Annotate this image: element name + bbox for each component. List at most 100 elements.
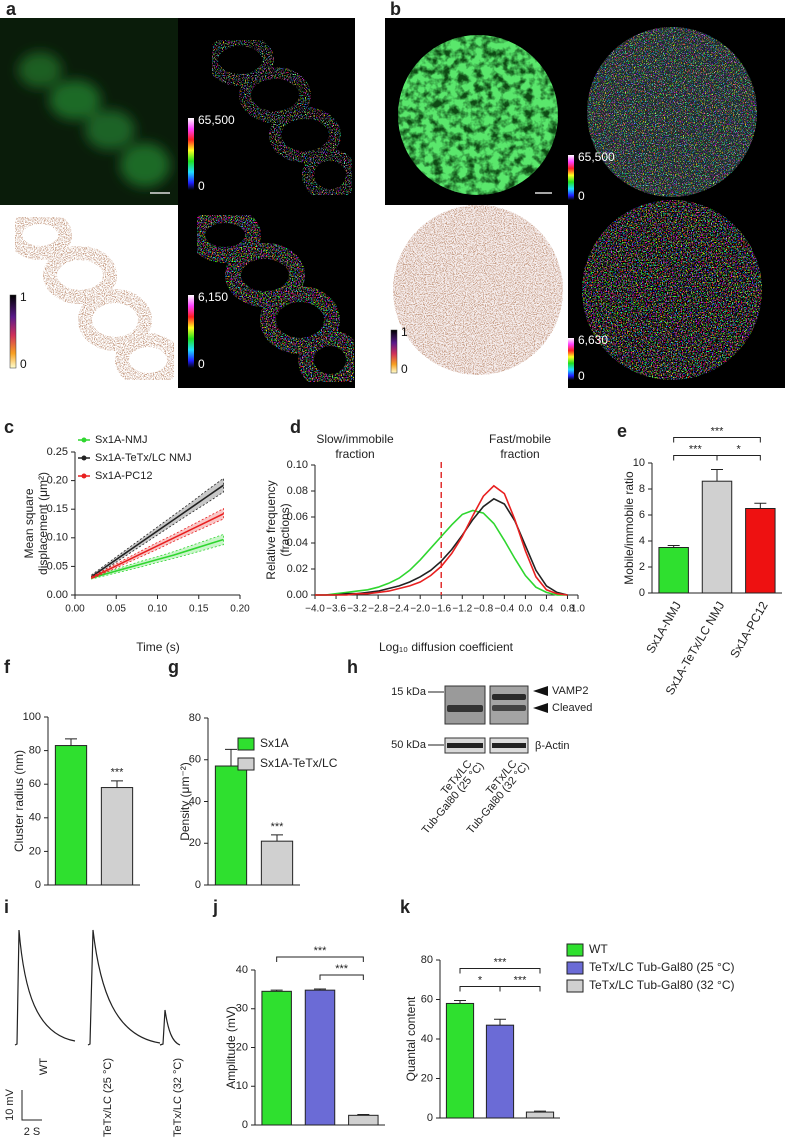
y-tick-label: 40 — [236, 964, 248, 976]
x-tick-label: −4.0 — [305, 604, 325, 615]
y-axis-label: Relative frequency — [264, 480, 278, 579]
y-tick-label: 0 — [242, 1119, 248, 1131]
x-tick-label: −0.8 — [473, 604, 493, 615]
x-tick-label: 0.20 — [230, 604, 250, 615]
significance-bracket — [459, 967, 541, 974]
x-tick-label: −3.6 — [326, 604, 346, 615]
y-tick-label: 0.10 — [287, 459, 308, 471]
significance: *** — [711, 425, 725, 437]
bar — [525, 1111, 555, 1119]
bar — [658, 547, 689, 594]
legend-marker — [81, 455, 87, 461]
panel-label: i — [4, 897, 9, 917]
blob — [18, 52, 62, 88]
cell-speckles — [393, 205, 563, 375]
y-tick-label: 80 — [29, 745, 41, 757]
y-tick-label: 4 — [639, 535, 645, 547]
trace-label: TeTx/LC (25 °C) — [102, 1058, 114, 1137]
bar — [348, 1114, 379, 1126]
significance-bracket — [276, 956, 364, 962]
y-axis-label: Mean square — [22, 488, 36, 558]
speckle-ring — [115, 333, 181, 387]
blot-band — [492, 694, 526, 700]
colorbar-max: 1 — [20, 290, 27, 304]
bar — [701, 480, 733, 594]
colorbar — [9, 294, 17, 369]
bar — [261, 990, 292, 1126]
marker-label: 50 kDa — [391, 739, 427, 751]
image-speckles — [206, 34, 358, 201]
colorbar-max: 1 — [401, 325, 408, 339]
significance: *** — [689, 443, 703, 455]
significance-bracket — [716, 455, 761, 461]
legend-label: TeTx/LC Tub-Gal80 (25 °C) — [589, 960, 735, 974]
x-tick-label: −2.8 — [368, 604, 388, 615]
speckle-ring — [239, 67, 311, 123]
colorbar — [568, 338, 574, 380]
speckle-ring — [225, 243, 305, 307]
speckle-ring — [189, 207, 261, 263]
y-axis-label: Mobile/immobile ratio — [622, 471, 636, 585]
series-line — [91, 538, 224, 579]
speckle-ring — [269, 107, 341, 163]
cell-speckles — [587, 27, 757, 197]
speckle-ring — [206, 34, 274, 86]
bar — [485, 1024, 515, 1119]
x-tick-label: −2.4 — [389, 604, 409, 615]
band-label: Cleaved — [552, 702, 592, 714]
y-tick-label: 0.15 — [47, 503, 68, 515]
y-tick-label: 6 — [639, 509, 645, 521]
error-bar — [314, 988, 326, 991]
annotation: Slow/immobile — [316, 432, 394, 446]
x-tick-label: −1.6 — [431, 604, 451, 615]
legend-marker — [81, 437, 87, 443]
y-axis-label: Amplitude (mV) — [224, 1006, 238, 1089]
x-tick-label: −1.2 — [452, 604, 472, 615]
x-tick-label: 0.4 — [539, 604, 553, 615]
panel-label: k — [400, 897, 411, 917]
error-bar — [357, 1114, 370, 1116]
x-tick-label: 0.0 — [518, 604, 532, 615]
colorbar-min: 0 — [578, 369, 585, 383]
x-tick-label: 0.05 — [107, 604, 127, 615]
cell-speckles — [582, 200, 762, 380]
colorbar-min: 0 — [20, 357, 27, 371]
y-tick-label: 40 — [189, 795, 201, 807]
x-axis-label: Log₁₀ diffusion coefficient — [379, 640, 514, 654]
panel-label: g — [168, 657, 179, 677]
y-tick-label: 10 — [633, 457, 645, 469]
blot-band — [447, 705, 483, 712]
legend-label: WT — [589, 942, 608, 956]
y-tick-label: 0.04 — [287, 537, 308, 549]
blob — [120, 143, 170, 187]
speckle-ring — [298, 330, 362, 390]
y-tick-label: 40 — [29, 812, 41, 824]
y-axis-label: displacement (μm²) — [36, 472, 50, 575]
image-speckles — [189, 207, 362, 390]
error-bar — [225, 748, 237, 767]
panel-label: c — [4, 417, 14, 437]
annotation: Fast/mobile — [489, 432, 551, 446]
legend-marker — [81, 473, 87, 479]
colorbar-max: 6,150 — [198, 290, 228, 304]
colorbar-max: 6,630 — [578, 333, 608, 347]
trace — [159, 1009, 181, 1046]
band-label: VAMP2 — [552, 685, 588, 697]
series-line — [91, 513, 224, 579]
legend-swatch — [566, 979, 584, 993]
colorbar-min: 0 — [198, 179, 205, 193]
marker-label: 15 kDa — [391, 686, 427, 698]
legend-label: Sx1A — [260, 736, 289, 750]
y-tick-label: 0.08 — [287, 485, 308, 497]
panel-label: f — [4, 657, 11, 677]
bar — [214, 765, 248, 886]
blot-band — [492, 705, 526, 711]
colorbar — [390, 329, 398, 374]
y-tick-label: 20 — [189, 837, 201, 849]
blot-band — [492, 743, 526, 748]
y-tick-label: 0.06 — [287, 511, 308, 523]
legend-label: TeTx/LC Tub-Gal80 (32 °C) — [589, 978, 735, 992]
panel-label: j — [212, 897, 218, 917]
